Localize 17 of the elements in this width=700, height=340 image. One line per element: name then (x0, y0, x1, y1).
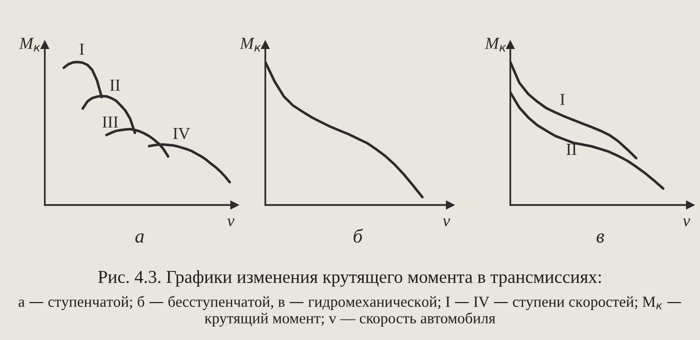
text: в (596, 233, 604, 243)
series-label: IV (173, 128, 190, 140)
text: а — ступенчатой; б — бесступенчатой, в — гидромеханической; I — IV — ступени скоростей; M$_{к}$ — крутящий момент; v — скорость автомобиля (18, 296, 682, 327)
text: Рис. 4.3. Графики изменения крутящего момента в трансмиссиях: (98, 270, 601, 287)
legend-label: I (80, 44, 84, 55)
series-label: II (566, 144, 576, 155)
y-axis-title: M$_{к}$ (19, 38, 40, 52)
y-axis-title: M$_{к}$ (240, 38, 261, 52)
text: б (354, 228, 364, 243)
x-axis-title: v (227, 218, 234, 226)
series-label: I (560, 94, 565, 105)
x-axis-title: v (683, 218, 690, 226)
series-label: III (102, 116, 118, 128)
x-axis-title: v (442, 218, 450, 226)
y-axis-title: M$_{к}$ (484, 38, 506, 52)
text: а (135, 233, 144, 243)
series-label: II (110, 80, 120, 91)
